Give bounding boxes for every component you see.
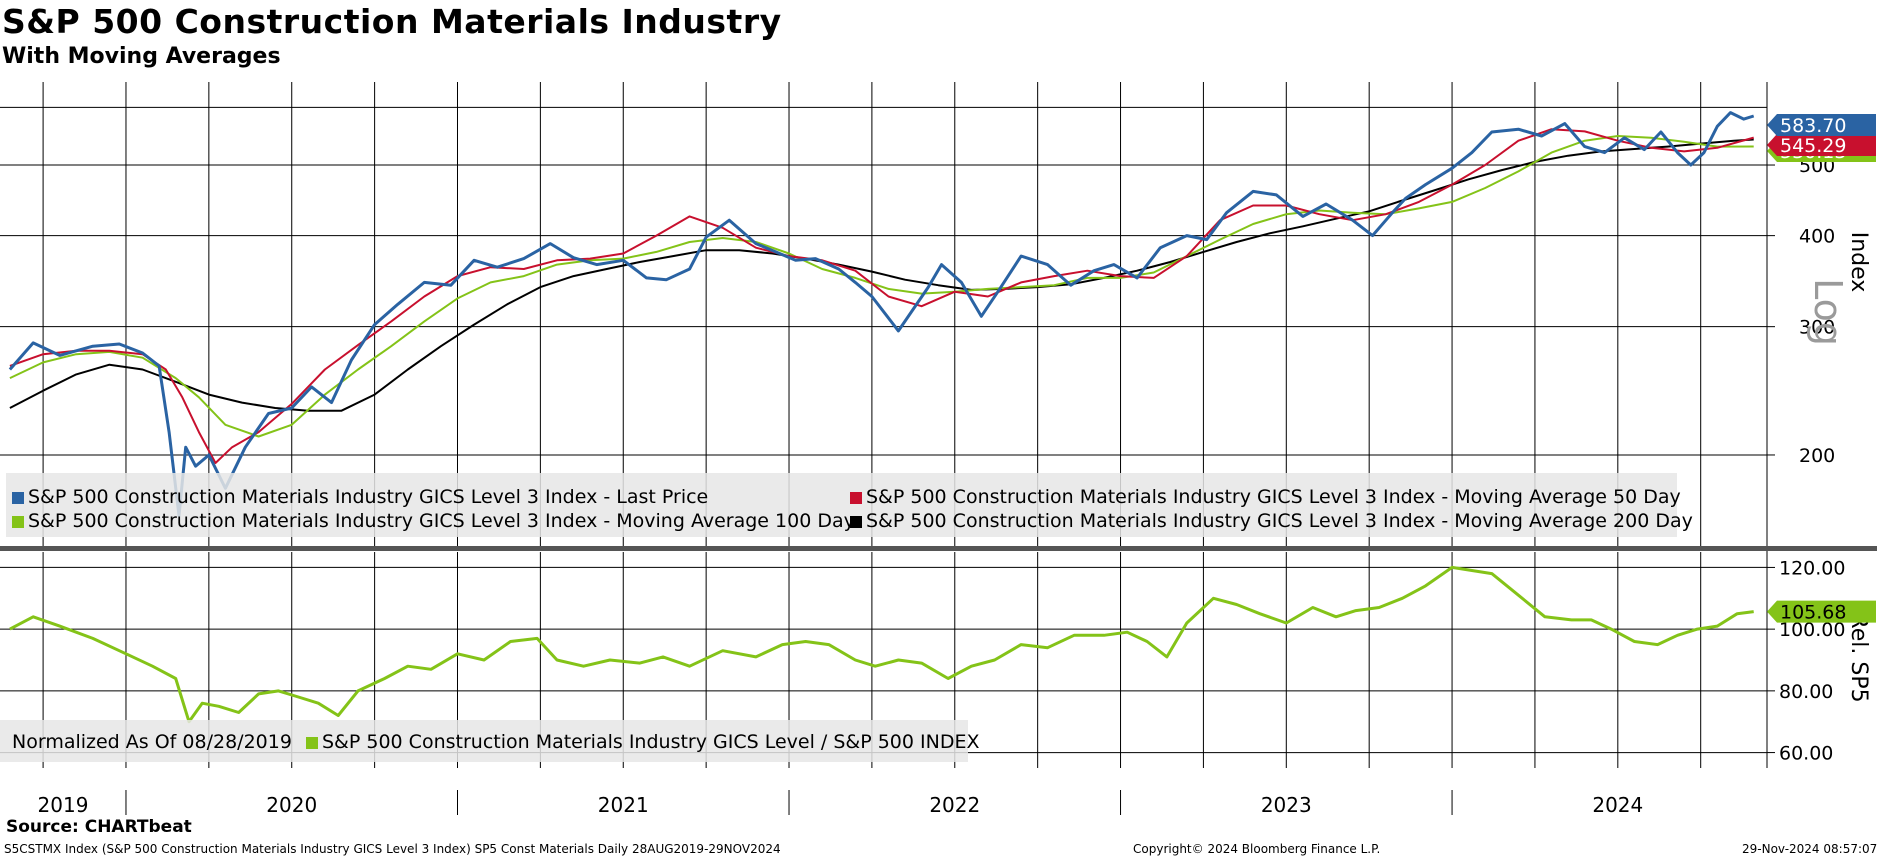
value-tag-last-price[interactable]: 583.70 bbox=[1767, 114, 1876, 137]
value-tag-label: 105.68 bbox=[1780, 602, 1846, 624]
legend-swatch-green bbox=[12, 516, 24, 528]
legend-label: S&P 500 Construction Materials Industry … bbox=[28, 486, 709, 508]
chart-subtitle: With Moving Averages bbox=[2, 44, 281, 69]
value-tag-ma50[interactable]: 545.29 bbox=[1767, 134, 1876, 157]
x-axis: 2019 2020 2021 2022 2023 2024 bbox=[38, 790, 1643, 817]
legend-item-ma100[interactable]: S&P 500 Construction Materials Industry … bbox=[12, 510, 855, 532]
value-tag-label: 545.29 bbox=[1780, 135, 1846, 157]
value-tag-label: 583.70 bbox=[1780, 115, 1846, 137]
series-line-ma100[interactable] bbox=[9, 135, 1754, 438]
upper-legend bbox=[6, 473, 1677, 537]
footer-copyright: Copyright© 2024 Bloomberg Finance L.P. bbox=[1133, 842, 1381, 856]
y-tick-label: 100.00 bbox=[1779, 619, 1845, 641]
legend-label: S&P 500 Construction Materials Industry … bbox=[322, 731, 980, 753]
value-tag-shape bbox=[1767, 600, 1876, 623]
x-tick-label: 2019 bbox=[38, 793, 89, 817]
upper-panel-series bbox=[8, 111, 1755, 518]
legend-swatch-black bbox=[850, 516, 862, 528]
value-tag-relative[interactable]: 105.68 bbox=[1767, 600, 1876, 624]
y-tick-label: 80.00 bbox=[1779, 681, 1833, 703]
chart-title: S&P 500 Construction Materials Industry bbox=[2, 2, 782, 41]
y-tick-label: 300 bbox=[1799, 317, 1835, 339]
legend-label: Normalized As Of 08/28/2019 bbox=[12, 731, 292, 753]
upper-panel-grid bbox=[0, 82, 1768, 768]
series-line-relative[interactable] bbox=[9, 565, 1754, 724]
lower-panel-series bbox=[9, 565, 1754, 724]
log-scale-label: Log bbox=[1806, 278, 1850, 346]
lower-y-axis-label: Rel. SP5 bbox=[1846, 613, 1871, 702]
legend-swatch-green bbox=[306, 737, 318, 749]
y-tick-label: 200 bbox=[1799, 445, 1835, 467]
upper-y-axis-label: Index bbox=[1846, 232, 1871, 293]
legend-item-last-price[interactable]: S&P 500 Construction Materials Industry … bbox=[12, 486, 708, 508]
series-line-ma50[interactable] bbox=[9, 128, 1754, 464]
series-line-ma200[interactable] bbox=[9, 138, 1754, 412]
legend-item-relative[interactable]: S&P 500 Construction Materials Industry … bbox=[306, 731, 980, 753]
lower-legend bbox=[0, 720, 968, 762]
footer-timestamp: 29-Nov-2024 08:57:07 bbox=[1742, 842, 1877, 856]
legend-label: S&P 500 Construction Materials Industry … bbox=[28, 510, 855, 532]
lower-panel-grid bbox=[0, 552, 1767, 768]
x-tick-label: 2020 bbox=[266, 793, 317, 817]
legend-label: S&P 500 Construction Materials Industry … bbox=[866, 486, 1681, 508]
x-tick-label: 2021 bbox=[598, 793, 649, 817]
x-tick-label: 2023 bbox=[1261, 793, 1312, 817]
source-note: Source: CHARTbeat bbox=[6, 817, 192, 837]
legend-swatch-red bbox=[850, 492, 862, 504]
value-tag-shape bbox=[1767, 114, 1876, 136]
legend-item-ma200[interactable]: S&P 500 Construction Materials Industry … bbox=[850, 510, 1693, 532]
y-tick-label: 120.00 bbox=[1779, 557, 1845, 579]
panel-divider[interactable] bbox=[0, 546, 1877, 551]
footer-description: S5CSTMX Index (S&P 500 Construction Mate… bbox=[4, 842, 781, 856]
series-line-last-price[interactable] bbox=[8, 111, 1755, 518]
value-tag-shape bbox=[1767, 134, 1876, 156]
legend-item-ma50[interactable]: S&P 500 Construction Materials Industry … bbox=[850, 486, 1681, 508]
y-tick-label: 60.00 bbox=[1779, 743, 1833, 765]
legend-label: S&P 500 Construction Materials Industry … bbox=[866, 510, 1693, 532]
x-tick-label: 2024 bbox=[1592, 793, 1643, 817]
lower-panel-y-axis: 60.00 80.00 100.00 120.00 bbox=[1767, 557, 1845, 765]
y-tick-label: 400 bbox=[1799, 226, 1835, 248]
x-tick-label: 2022 bbox=[929, 793, 980, 817]
legend-item-normalized: Normalized As Of 08/28/2019 bbox=[12, 731, 292, 753]
legend-swatch-blue bbox=[12, 492, 24, 504]
